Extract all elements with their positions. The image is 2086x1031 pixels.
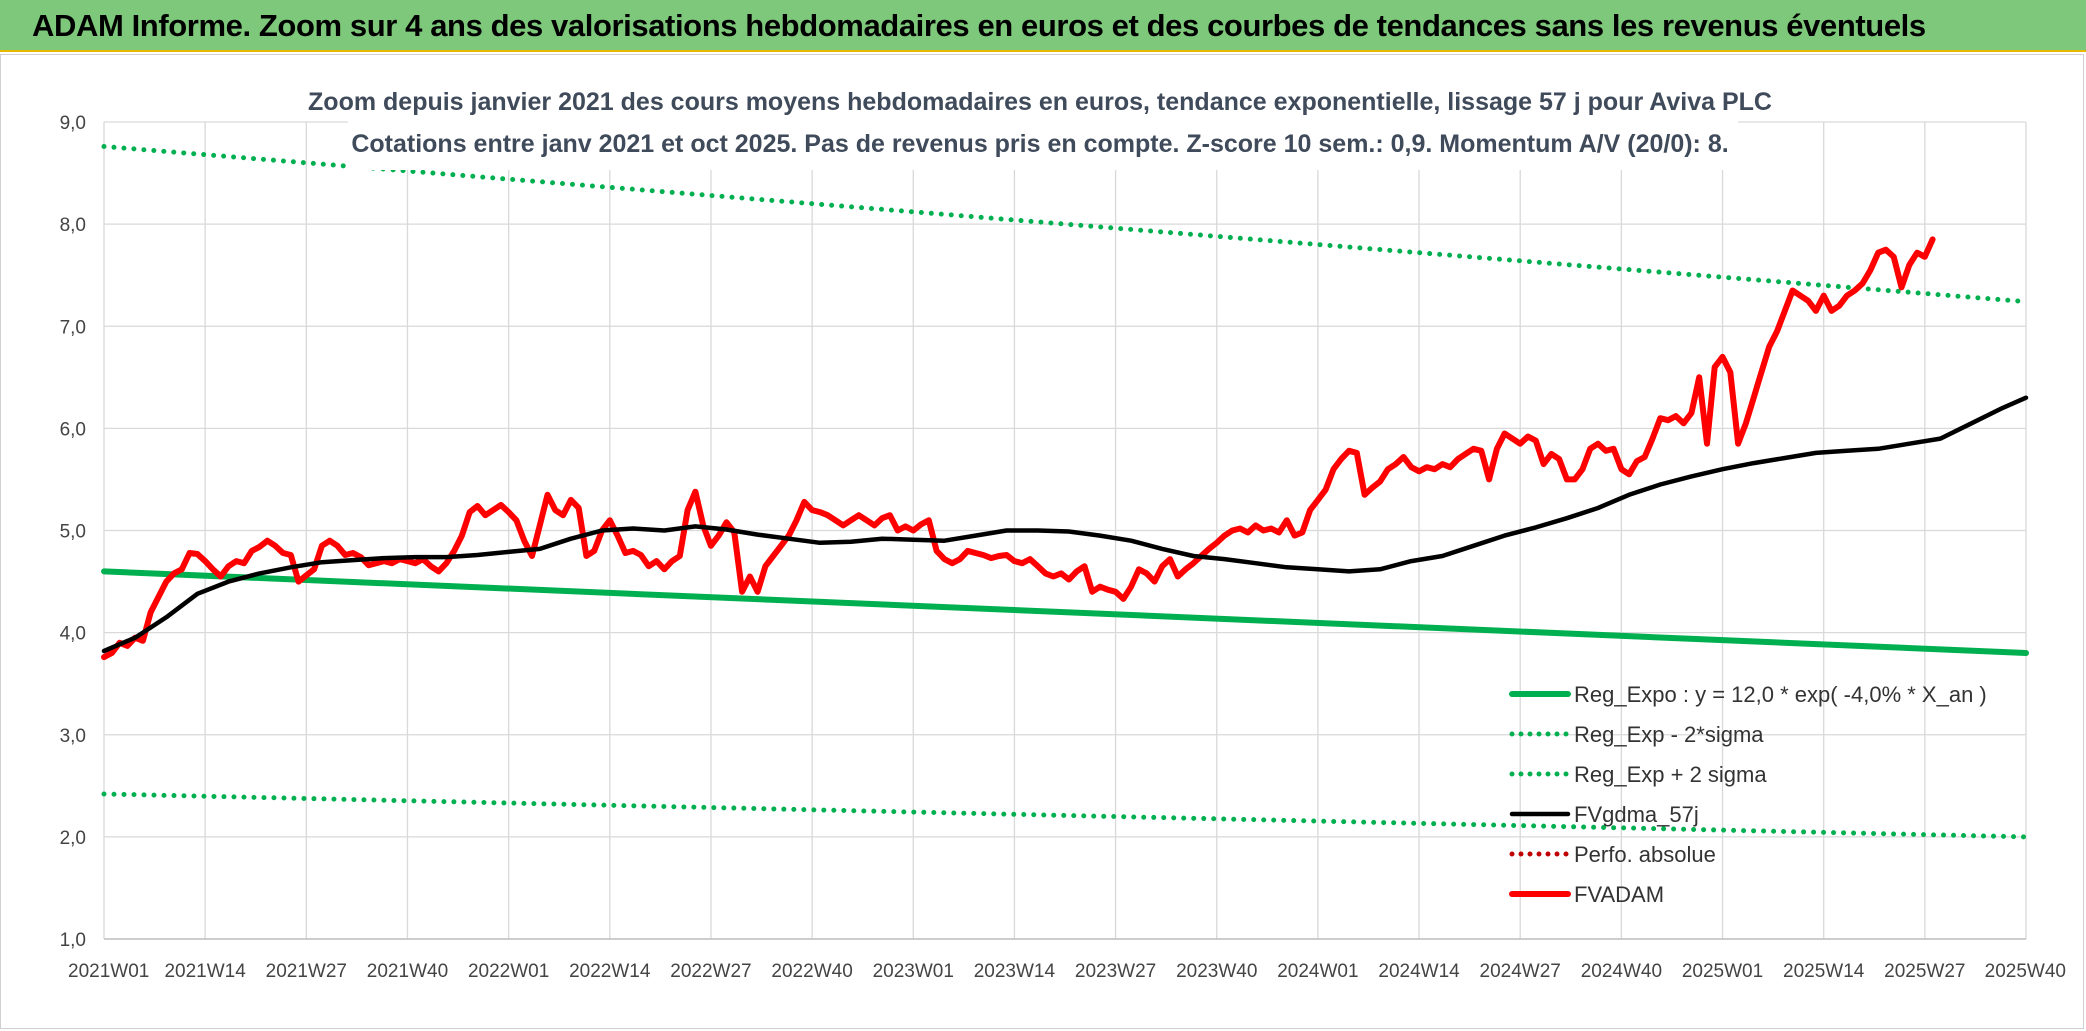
x-tick-label: 2021W01 [68, 961, 149, 982]
x-tick-label: 2021W27 [266, 961, 347, 982]
x-tick-label: 2021W14 [164, 961, 246, 982]
legend-label: Reg_Exp + 2 sigma [1574, 762, 1767, 787]
chart-subtitle-line-2: Cotations entre janv 2021 et oct 2025. P… [351, 130, 1728, 158]
series-line-reg-exp-2-sigma [101, 144, 2029, 305]
series-line-fvadam [101, 236, 1936, 661]
x-tick-label: 2025W01 [1682, 961, 1763, 982]
x-tick-label: 2025W40 [1985, 961, 2066, 982]
y-tick-label: 7,0 [60, 317, 86, 338]
x-tick-label: 2022W40 [771, 961, 852, 982]
series-line-reg-expo [101, 568, 2029, 656]
y-tick-label: 8,0 [60, 215, 86, 236]
legend-label: Perfo. absolue [1574, 842, 1716, 867]
x-tick-label: 2025W14 [1783, 961, 1865, 982]
x-axis-ticks: 2021W01 2021W14 2021W27 2021W40 2022W01 2022W… [68, 961, 2066, 982]
legend-label: Reg_Exp - 2*sigma [1574, 722, 1764, 747]
legend-label: Reg_Expo : y = 12,0 * exp( -4,0% * X_an … [1574, 682, 1987, 707]
y-axis-ticks: 1,0 2,0 3,0 4,0 5,0 6,0 7,0 8,0 9,0 [60, 113, 86, 951]
y-tick-label: 5,0 [60, 522, 86, 543]
y-tick-label: 3,0 [60, 726, 86, 747]
chart-subtitle-line-1: Zoom depuis janvier 2021 des cours moyen… [308, 88, 1772, 116]
chart-area-border [0, 54, 2084, 1029]
x-tick-label: 2023W27 [1075, 961, 1156, 982]
y-tick-label: 2,0 [60, 828, 86, 849]
x-tick-label: 2024W27 [1480, 961, 1561, 982]
x-tick-label: 2021W40 [367, 961, 448, 982]
series-layer [101, 144, 2029, 840]
x-tick-label: 2023W01 [873, 961, 954, 982]
x-tick-label: 2024W14 [1378, 961, 1460, 982]
series-line-reg-exp-2-sigma [101, 791, 2029, 840]
x-tick-label: 2022W01 [468, 961, 549, 982]
x-tick-label: 2023W40 [1176, 961, 1257, 982]
x-tick-label: 2023W14 [974, 961, 1056, 982]
y-tick-label: 4,0 [60, 624, 86, 645]
x-tick-label: 2024W40 [1581, 961, 1662, 982]
legend-label: FVADAM [1574, 882, 1664, 907]
header-banner: ADAM Informe. Zoom sur 4 ans des valoris… [0, 0, 2086, 52]
y-tick-label: 1,0 [60, 930, 86, 951]
x-tick-label: 2024W01 [1277, 961, 1358, 982]
banner-title: ADAM Informe. Zoom sur 4 ans des valoris… [32, 8, 1926, 43]
legend-label: FVgdma_57j [1574, 802, 1699, 827]
series-line-fvgdma-57j [101, 395, 2029, 654]
subtitle-background [348, 82, 1738, 170]
y-tick-label: 6,0 [60, 419, 86, 440]
x-tick-label: 2022W27 [670, 961, 751, 982]
x-tick-label: 2022W14 [569, 961, 651, 982]
legend: Reg_Expo : y = 12,0 * exp( -4,0% * X_an … [1509, 682, 1987, 907]
y-tick-label: 9,0 [60, 113, 86, 134]
x-tick-label: 2025W27 [1884, 961, 1965, 982]
